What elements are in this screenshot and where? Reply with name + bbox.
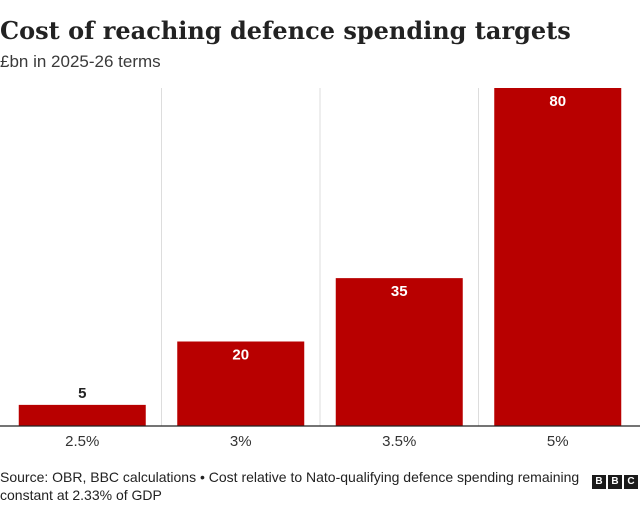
bar-chart: 5 2.5% 20 3% 35 3.5% 80 5% xyxy=(0,88,640,450)
source-note: Source: OBR, BBC calculations • Cost rel… xyxy=(0,469,580,503)
data-label: 20 xyxy=(232,347,249,364)
chart-subtitle: £bn in 2025-26 terms xyxy=(0,52,161,71)
bbc-logo: B B C xyxy=(592,475,638,489)
x-tick-label: 3% xyxy=(230,433,252,450)
logo-letter: B xyxy=(592,475,606,489)
x-tick-label: 5% xyxy=(547,433,569,450)
bar xyxy=(335,278,463,426)
logo-letter: C xyxy=(624,475,638,489)
chart-title: Cost of reaching defence spending target… xyxy=(0,16,571,45)
x-tick-label: 3.5% xyxy=(382,433,416,450)
x-tick-label: 2.5% xyxy=(65,433,99,450)
data-label: 35 xyxy=(391,283,408,300)
data-label: 5 xyxy=(78,385,86,402)
bar xyxy=(18,404,146,426)
data-label: 80 xyxy=(549,93,566,110)
bar xyxy=(494,88,622,426)
bar xyxy=(177,341,305,426)
logo-letter: B xyxy=(608,475,622,489)
